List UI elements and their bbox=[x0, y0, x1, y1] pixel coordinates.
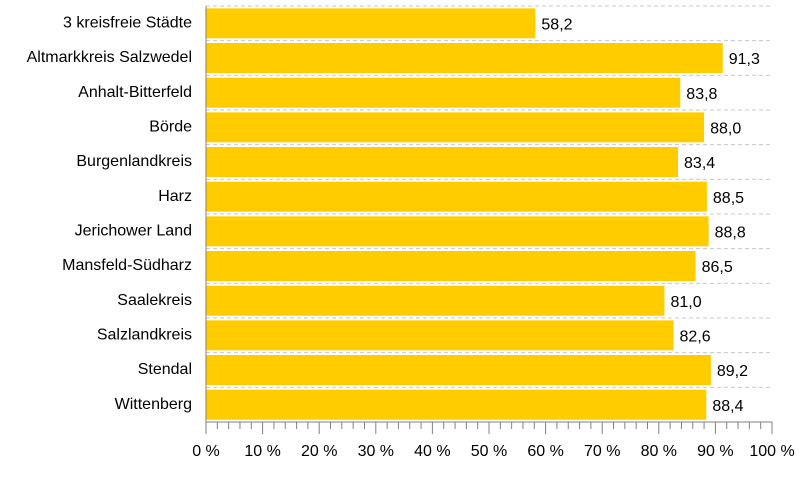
value-label: 81,0 bbox=[670, 294, 701, 311]
x-tick-label: 90 % bbox=[697, 443, 733, 460]
value-label: 82,6 bbox=[680, 329, 711, 346]
value-labels: 58,2 91,3 83,8 88,0 83,4 88,5 88,8 86,5 81,0 82,6… bbox=[541, 17, 760, 415]
x-tick-label: 50 % bbox=[471, 443, 507, 460]
x-tick-label: 30 % bbox=[358, 443, 394, 460]
category-label: Harz bbox=[158, 188, 192, 205]
value-label: 83,4 bbox=[684, 155, 715, 172]
x-tick-label: 20 % bbox=[301, 443, 337, 460]
category-label: Anhalt-Bitterfeld bbox=[78, 84, 192, 101]
bar bbox=[206, 8, 536, 39]
bar bbox=[206, 285, 665, 316]
category-label: Saalekreis bbox=[117, 292, 192, 309]
category-label: Stendal bbox=[138, 361, 192, 378]
value-label: 88,5 bbox=[713, 190, 744, 207]
x-tick-label: 0 % bbox=[192, 443, 220, 460]
x-tick-label: 100 % bbox=[749, 443, 794, 460]
bar bbox=[206, 251, 696, 281]
category-label: 3 kreisfreie Städte bbox=[63, 15, 192, 32]
category-labels: 3 kreisfreie Städte Altmarkkreis Salzwede… bbox=[27, 15, 192, 413]
x-tick-label: 70 % bbox=[584, 443, 620, 460]
category-label: Wittenberg bbox=[115, 396, 192, 413]
bar bbox=[206, 355, 711, 385]
value-label: 89,2 bbox=[717, 363, 748, 380]
value-label: 86,5 bbox=[702, 259, 733, 276]
bar bbox=[206, 389, 707, 420]
bar bbox=[206, 77, 681, 108]
value-label: 88,8 bbox=[715, 225, 746, 242]
category-label: Burgenlandkreis bbox=[76, 153, 192, 170]
value-label: 88,4 bbox=[712, 398, 743, 415]
bar bbox=[206, 43, 723, 73]
category-label: Jerichower Land bbox=[75, 223, 192, 240]
value-label: 91,3 bbox=[729, 51, 760, 68]
x-axis: 0 % 10 % 20 % 30 % 40 % 50 % 60 % 70 % 80 % 90 % 1… bbox=[192, 6, 795, 460]
value-label: 88,0 bbox=[710, 121, 741, 138]
category-label: Börde bbox=[149, 119, 192, 136]
x-tick-label: 60 % bbox=[527, 443, 563, 460]
category-label: Altmarkkreis Salzwedel bbox=[27, 49, 192, 66]
value-label: 58,2 bbox=[541, 17, 572, 34]
x-tick-label: 40 % bbox=[414, 443, 450, 460]
bar bbox=[206, 112, 705, 143]
bars bbox=[206, 8, 723, 420]
bar bbox=[206, 147, 679, 177]
value-label: 83,8 bbox=[686, 86, 717, 103]
x-tick-label: 80 % bbox=[641, 443, 677, 460]
bar bbox=[206, 216, 709, 247]
category-label: Salzlandkreis bbox=[97, 327, 192, 344]
bar bbox=[206, 320, 674, 351]
bar bbox=[206, 181, 707, 212]
category-label: Mansfeld-Südharz bbox=[62, 257, 192, 274]
x-tick-label: 10 % bbox=[244, 443, 280, 460]
